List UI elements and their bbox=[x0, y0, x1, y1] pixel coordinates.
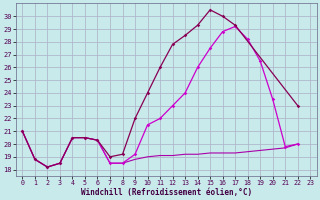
X-axis label: Windchill (Refroidissement éolien,°C): Windchill (Refroidissement éolien,°C) bbox=[81, 188, 252, 197]
